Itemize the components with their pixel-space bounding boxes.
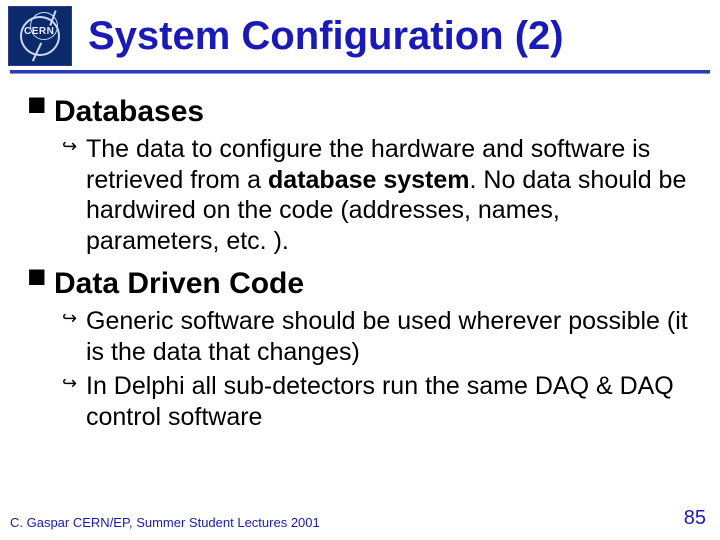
list-item-text: Generic software should be used wherever… bbox=[86, 306, 692, 367]
bullet-lvl2-icon: ↪ bbox=[62, 306, 86, 331]
footer-author: C. Gaspar CERN/EP, Summer Student Lectur… bbox=[10, 515, 320, 530]
list-item: ↪ Generic software should be used wherev… bbox=[62, 306, 692, 367]
bullet-lvl1-icon: ⯀ bbox=[28, 266, 54, 292]
cern-logo: CERN bbox=[8, 6, 72, 66]
list-item-bold: database system bbox=[268, 166, 470, 194]
section-heading: ⯀ Data Driven Code bbox=[28, 266, 692, 302]
list-item-text: The data to configure the hardware and s… bbox=[86, 134, 692, 256]
list-item-prefix: In Delphi all sub-detectors run the same… bbox=[86, 372, 674, 431]
slide-body: ⯀ Databases ↪ The data to configure the … bbox=[0, 74, 720, 432]
list-item-text: In Delphi all sub-detectors run the same… bbox=[86, 371, 692, 432]
section-heading: ⯀ Databases bbox=[28, 94, 692, 130]
section-heading-text: Data Driven Code bbox=[54, 266, 304, 302]
page-number: 85 bbox=[684, 507, 706, 530]
slide-title: System Configuration (2) bbox=[88, 14, 564, 59]
bullet-lvl2-icon: ↪ bbox=[62, 371, 86, 396]
list-item: ↪ The data to configure the hardware and… bbox=[62, 134, 692, 256]
list-item-prefix: Generic software should be used wherever… bbox=[86, 307, 688, 366]
list-item: ↪ In Delphi all sub-detectors run the sa… bbox=[62, 371, 692, 432]
slide-header: CERN System Configuration (2) bbox=[0, 0, 720, 66]
bullet-lvl1-icon: ⯀ bbox=[28, 94, 54, 120]
logo-text: CERN bbox=[24, 26, 54, 37]
bullet-lvl2-icon: ↪ bbox=[62, 134, 86, 159]
section-heading-text: Databases bbox=[54, 94, 204, 130]
